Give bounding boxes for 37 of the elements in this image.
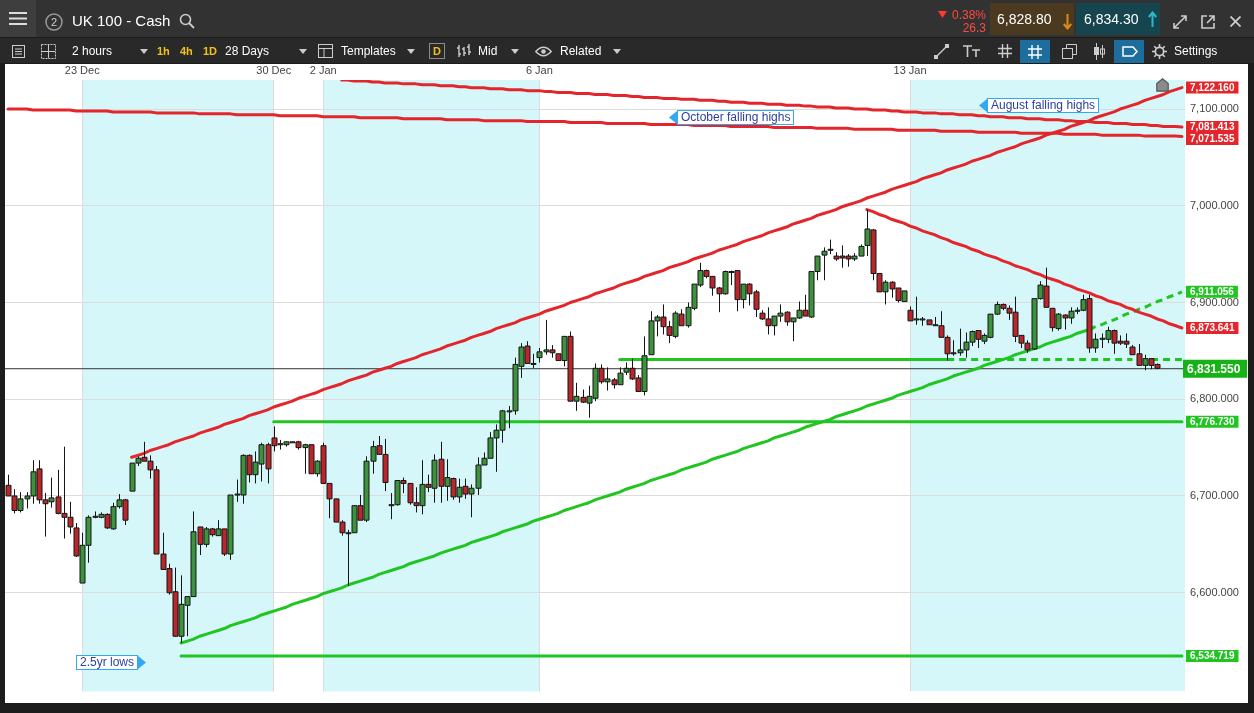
text: Related (560, 44, 602, 58)
text: 6,834.30 (1084, 10, 1139, 28)
x-tick-label: 30 Dec (256, 64, 292, 77)
data-label: 7,081.413 (1190, 121, 1235, 133)
text: 26.3 (962, 21, 986, 35)
y-tick-label: 6,700.000 (1190, 489, 1239, 502)
y-tick-label: 7,100.000 (1190, 102, 1239, 115)
text: 6,828.80 (997, 10, 1052, 28)
data-label: 7,071.535 (1190, 133, 1235, 145)
ref-line-label: 6,831.550 (1187, 361, 1241, 376)
text: 28 Days (225, 44, 270, 58)
annotation: October falling highs (677, 110, 795, 125)
text: Templates (341, 44, 396, 58)
text: Mid (478, 44, 498, 58)
x-tick-label: 6 Jan (525, 64, 553, 77)
y-tick-label: 6,800.000 (1190, 392, 1239, 405)
annotation: August falling highs (987, 98, 1100, 113)
data-label: 7,122.160 (1190, 81, 1235, 93)
data-label: 6,873.641 (1190, 322, 1235, 334)
text: 1h (157, 44, 170, 58)
text: 4h (180, 44, 193, 58)
x-tick-label: 23 Dec (64, 64, 101, 77)
y-tick-label: 6,600.000 (1190, 585, 1239, 598)
y-tick-label: 7,000.000 (1190, 198, 1239, 211)
text: 1D (203, 44, 218, 58)
chart-title: UK 100 - Cash (72, 12, 171, 30)
text: Settings (1174, 44, 1218, 58)
text: 2 hours (72, 44, 113, 58)
data-label: 6,776.730 (1190, 416, 1235, 428)
data-label: 6,534.719 (1190, 650, 1235, 662)
y-tick-label: 6,900.000 (1190, 295, 1239, 308)
x-tick-label: 2 Jan (309, 64, 337, 77)
text: D (429, 43, 445, 59)
annotation: 2.5yr lows (75, 655, 138, 670)
data-label: 6,911.056 (1190, 286, 1235, 298)
x-tick-label: 13 Jan (893, 64, 927, 77)
text: 0.38% (951, 8, 986, 22)
